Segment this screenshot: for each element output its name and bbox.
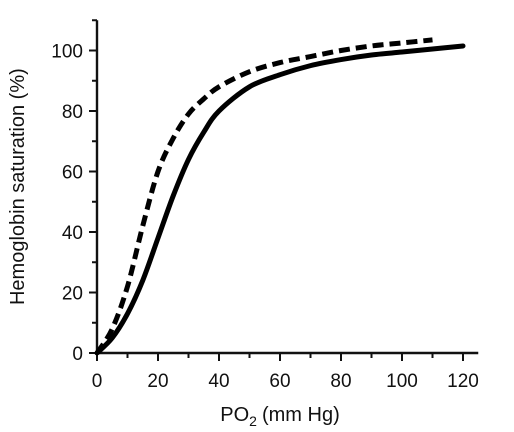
solid-curve (94, 43, 466, 356)
y-tick-label: 20 (62, 284, 83, 305)
x-tick-label: 120 (447, 371, 479, 392)
x-tick-label: 80 (330, 371, 351, 392)
y-tick-label: 40 (62, 223, 83, 244)
x-axis-label: PO2 (mm Hg) (220, 404, 339, 429)
y-tick-label: 100 (51, 42, 83, 63)
x-axis-label-main: PO (220, 404, 249, 426)
series-group (94, 37, 466, 356)
x-tick-label: 20 (147, 371, 168, 392)
x-tick-label: 0 (92, 371, 103, 392)
dashed-curve (94, 37, 433, 355)
x-tick-label: 40 (208, 371, 229, 392)
y-tick-label: 0 (72, 344, 83, 365)
y-tick-label: 60 (62, 163, 83, 184)
x-axis-label-unit: (mm Hg) (262, 404, 340, 426)
x-tick-label: 100 (386, 371, 418, 392)
x-tick-label: 60 (269, 371, 290, 392)
y-axis-label: Hemoglobin saturation (%) (7, 68, 29, 305)
x-axis-label-subscript: 2 (249, 413, 257, 429)
axes (95, 20, 479, 355)
y-tick-label: 80 (62, 102, 83, 123)
